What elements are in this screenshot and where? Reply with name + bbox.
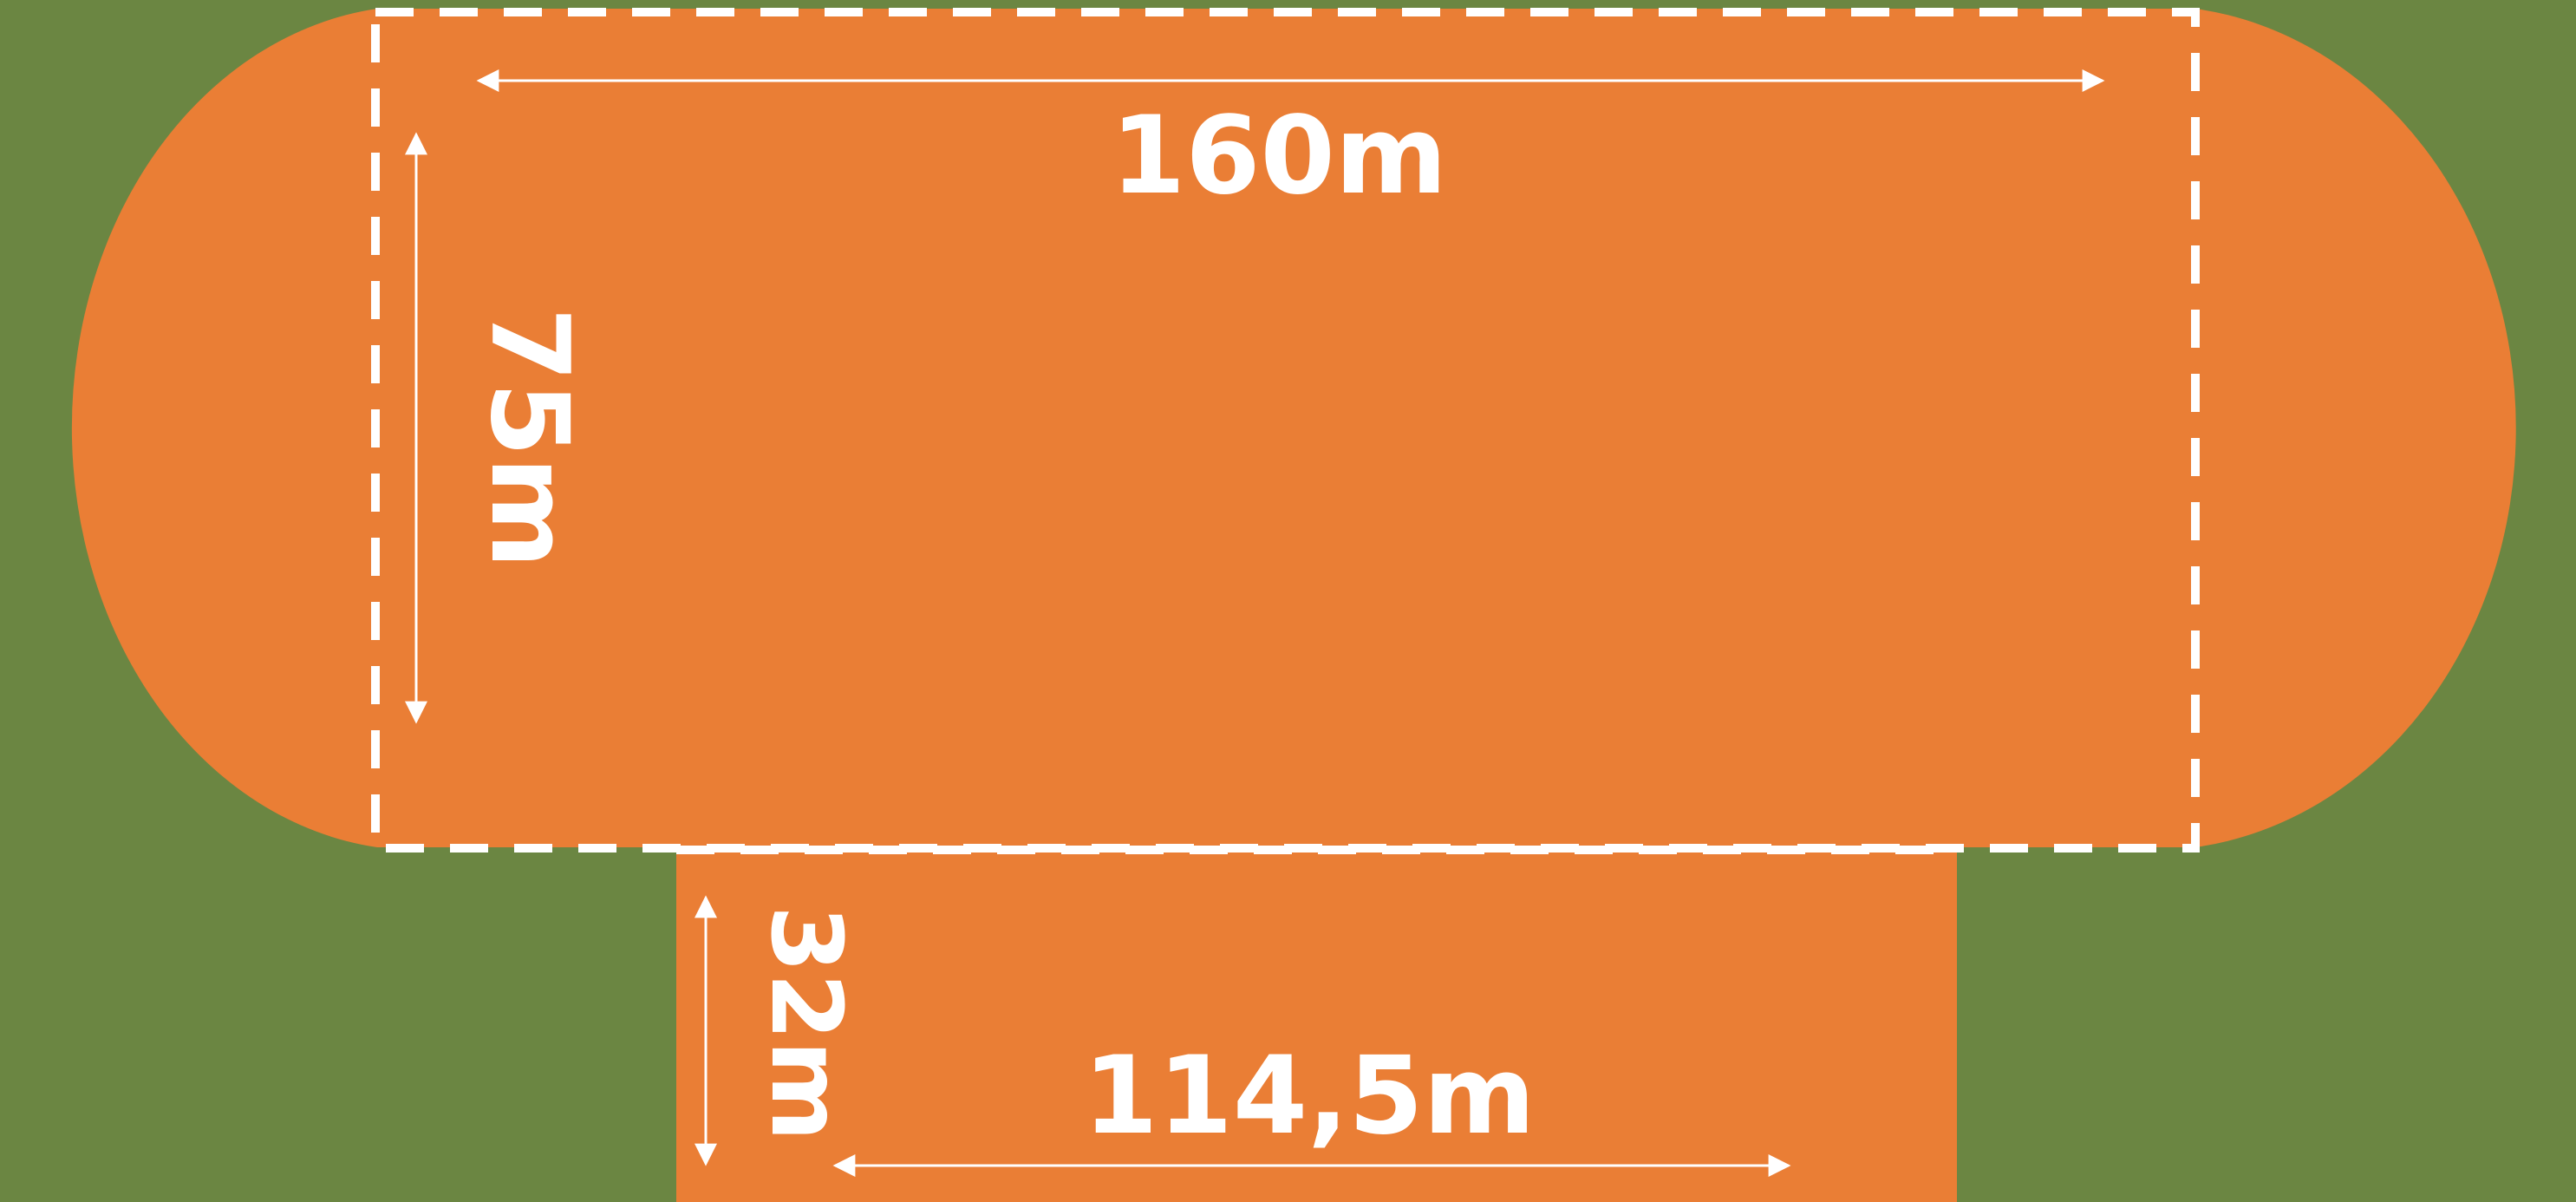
extension-length-label: 114,5m [1083,1034,1535,1159]
extension-surface [676,841,1957,1202]
extension-width-label: 32m [749,905,862,1142]
main-length-label: 160m [1111,94,1447,219]
main-width-label: 75m [466,307,591,569]
track-surface [71,9,2516,847]
